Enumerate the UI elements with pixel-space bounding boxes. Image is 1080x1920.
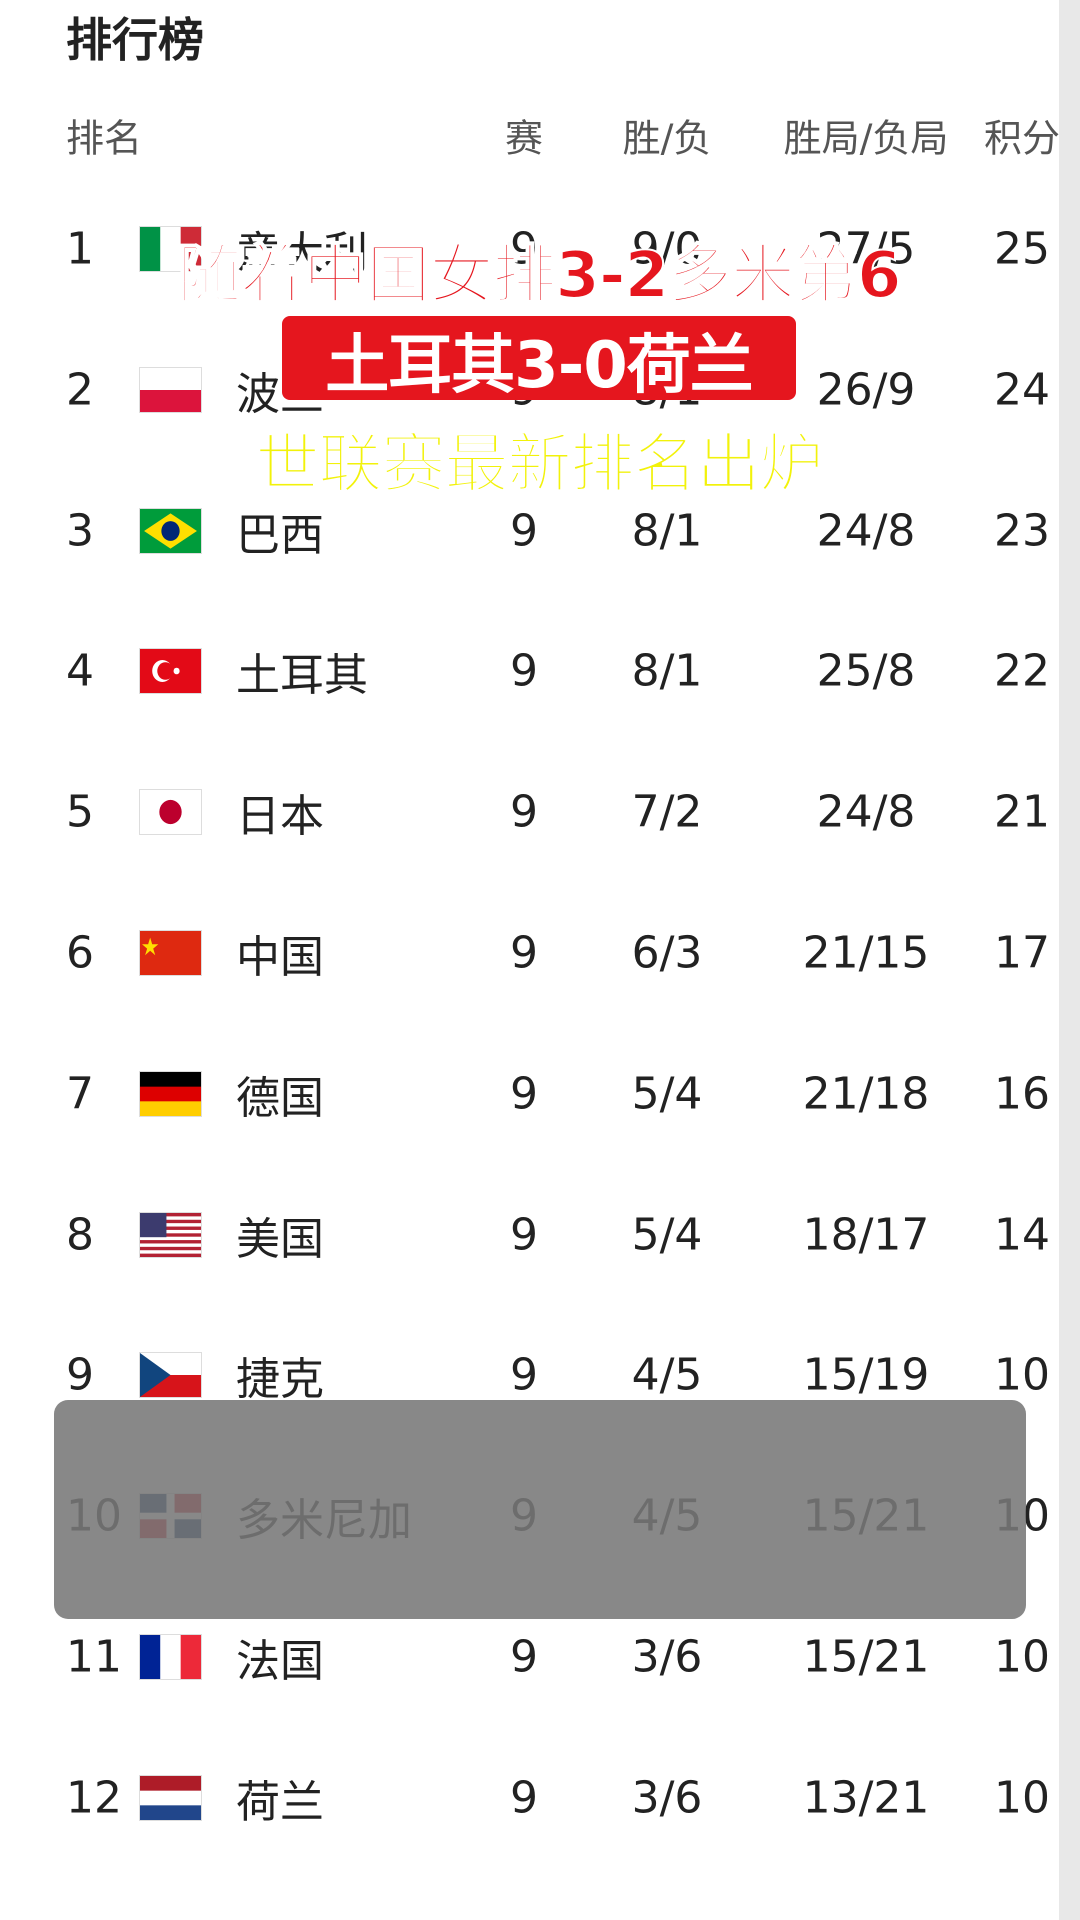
points: 14: [994, 1209, 1050, 1261]
sets: 25/8: [816, 645, 916, 697]
flag: [140, 931, 201, 975]
team-name: 土耳其: [236, 650, 368, 702]
rank: 1: [66, 223, 94, 275]
team-name: 巴西: [236, 509, 324, 561]
team-name: 中国: [236, 932, 324, 983]
flag: [140, 227, 201, 271]
rank: 9: [66, 1349, 94, 1401]
points: 22: [994, 645, 1050, 697]
win-loss: 7/2: [631, 786, 703, 838]
games: 9: [510, 505, 538, 557]
sets: 26/9: [816, 364, 916, 416]
flag: [140, 790, 201, 835]
rank: 7: [66, 1068, 94, 1120]
rank: 6: [66, 927, 94, 979]
points: 10: [994, 1349, 1050, 1401]
rank: 8: [66, 1209, 94, 1261]
points: 24: [994, 364, 1050, 416]
win-loss: 9/0: [631, 223, 703, 275]
games: 9: [510, 1068, 538, 1120]
points: 21: [994, 786, 1050, 838]
points: 10: [994, 1631, 1050, 1683]
win-loss: 4/5: [631, 1349, 703, 1401]
team-name: 捷克: [236, 1354, 324, 1406]
rank: 12: [66, 1772, 122, 1824]
points: 17: [994, 927, 1050, 979]
points: 23: [994, 505, 1050, 557]
headline-red: 随着中国女排3-2多米第6: [176, 238, 902, 314]
games: 9: [510, 223, 538, 275]
sets: 27/5: [816, 223, 916, 275]
sets: 21/15: [802, 927, 930, 979]
team-name: 法国: [236, 1636, 324, 1687]
sets: 13/21: [802, 1772, 930, 1824]
edge-strip: [1059, 0, 1080, 1920]
column-header: 赛: [504, 116, 544, 161]
win-loss: 8/1: [631, 645, 703, 697]
banner-box: [282, 316, 796, 400]
sets: 15/19: [802, 1349, 930, 1401]
team-name: 荷兰: [236, 1776, 324, 1828]
rank: 4: [66, 645, 94, 697]
flag: [140, 1635, 201, 1679]
team-name: 意大利: [236, 228, 368, 279]
sets: 24/8: [816, 505, 916, 557]
games: 9: [510, 1631, 538, 1683]
win-loss: 5/4: [631, 1068, 703, 1120]
games: 9: [510, 1349, 538, 1401]
flag: [140, 1775, 201, 1820]
headline-white: 土耳其3-0荷兰: [325, 329, 754, 403]
sets: 21/18: [802, 1068, 930, 1120]
column-header: 排名: [66, 116, 143, 161]
rank: 2: [66, 364, 94, 416]
games: 9: [510, 1772, 538, 1824]
rank: 3: [66, 505, 94, 557]
column-header: 胜/负: [622, 116, 712, 161]
rank: 11: [66, 1631, 122, 1683]
flag: [140, 508, 201, 553]
team-name: 美国: [236, 1213, 324, 1265]
team-name: 德国: [236, 1072, 324, 1124]
column-header: 胜局/负局: [783, 116, 949, 161]
column-header: 积分: [983, 116, 1061, 161]
win-loss: 5/4: [631, 1209, 703, 1261]
win-loss: 3/6: [631, 1772, 703, 1824]
win-loss: 8/1: [631, 505, 703, 557]
games: 9: [510, 645, 538, 697]
sets: 15/21: [802, 1631, 930, 1683]
title: 排行榜: [66, 13, 204, 67]
games: 9: [510, 786, 538, 838]
points: 25: [994, 223, 1050, 275]
sets: 24/8: [816, 786, 916, 838]
rank: 5: [66, 786, 94, 838]
highlight-box: [54, 1400, 1026, 1619]
headline-yellow: 世联赛最新排名出炉: [255, 428, 824, 503]
games: 9: [510, 1209, 538, 1261]
flag: [140, 1353, 201, 1398]
flag: [140, 1071, 201, 1116]
win-loss: 3/6: [631, 1631, 703, 1683]
games: 9: [510, 927, 538, 979]
flag: [140, 1212, 201, 1257]
points: 10: [994, 1772, 1050, 1824]
win-loss: 6/3: [631, 927, 703, 979]
points: 16: [994, 1068, 1050, 1120]
flag: [140, 367, 201, 412]
team-name: 日本: [236, 791, 324, 843]
sets: 18/17: [802, 1209, 930, 1261]
flag: [140, 649, 201, 694]
